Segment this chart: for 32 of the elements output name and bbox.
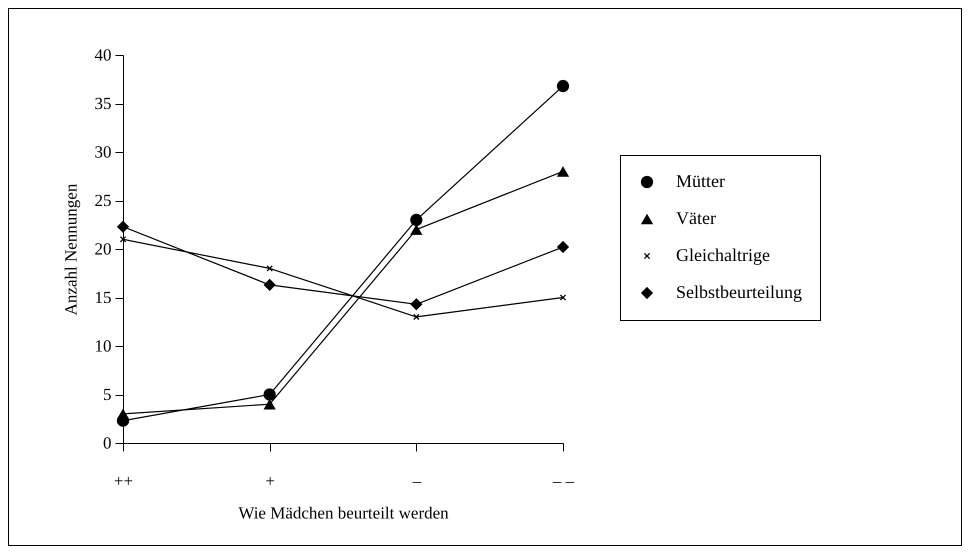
x-tick-label: ++ — [114, 472, 134, 490]
point — [556, 166, 570, 177]
y-tick-label: 0 — [103, 434, 112, 452]
y-tick-label: 15 — [94, 288, 112, 307]
point — [413, 314, 420, 320]
point — [116, 408, 130, 420]
point — [120, 236, 126, 242]
legend-label: Väter — [676, 208, 716, 228]
point — [266, 265, 273, 272]
point — [264, 388, 276, 401]
x-tick-label: – — [412, 472, 422, 490]
x-tick-label: + — [265, 472, 275, 490]
legend-label: Gleichaltrige — [676, 245, 770, 265]
y-tick-label: 35 — [94, 94, 112, 113]
point — [556, 240, 570, 254]
point — [410, 298, 422, 310]
point — [556, 80, 570, 92]
point — [410, 224, 422, 235]
point — [116, 220, 130, 233]
x-axis-title: Wie Mädchen beurteilt werden — [238, 504, 450, 522]
x-tick-label: – – — [552, 472, 575, 490]
y-tick-label: 30 — [94, 142, 112, 162]
point — [264, 278, 276, 292]
y-axis-title: Anzahl Nennungen — [62, 183, 80, 316]
point — [410, 214, 422, 226]
legend-label: Selbstbeurteilung — [676, 282, 802, 302]
y-tick-label: 25 — [94, 191, 112, 210]
y-tick-label: 10 — [94, 336, 112, 356]
y-tick-label: 5 — [103, 385, 112, 404]
y-tick-label: 40 — [94, 46, 112, 64]
legend-label: Mütter — [676, 171, 725, 191]
y-tick-label: 20 — [94, 240, 112, 258]
